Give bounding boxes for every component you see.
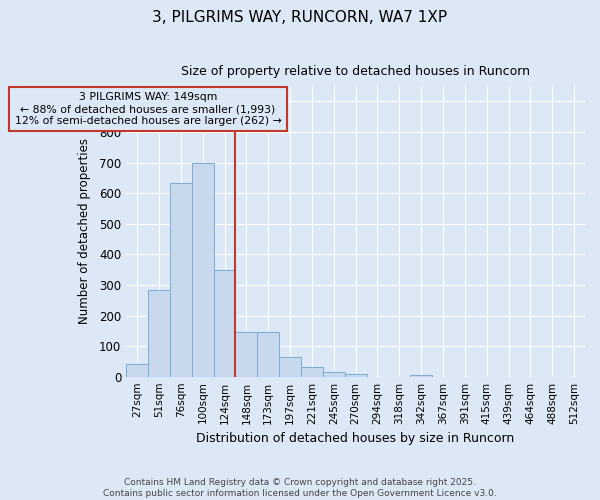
Bar	[344, 374, 367, 376]
Text: 3 PILGRIMS WAY: 149sqm
← 88% of detached houses are smaller (1,993)
12% of semi-: 3 PILGRIMS WAY: 149sqm ← 88% of detached…	[15, 92, 281, 126]
Title: Size of property relative to detached houses in Runcorn: Size of property relative to detached ho…	[181, 65, 530, 78]
Bar	[170, 183, 192, 376]
Bar	[301, 367, 323, 376]
Bar	[257, 332, 279, 376]
Bar	[279, 357, 301, 376]
Text: 3, PILGRIMS WAY, RUNCORN, WA7 1XP: 3, PILGRIMS WAY, RUNCORN, WA7 1XP	[152, 10, 448, 25]
Bar	[410, 375, 432, 376]
Bar	[214, 270, 235, 376]
Bar	[323, 372, 344, 376]
Text: Contains HM Land Registry data © Crown copyright and database right 2025.
Contai: Contains HM Land Registry data © Crown c…	[103, 478, 497, 498]
Bar	[148, 290, 170, 376]
Bar	[235, 332, 257, 376]
Bar	[126, 364, 148, 376]
Bar	[192, 162, 214, 376]
Y-axis label: Number of detached properties: Number of detached properties	[78, 138, 91, 324]
X-axis label: Distribution of detached houses by size in Runcorn: Distribution of detached houses by size …	[196, 432, 515, 445]
